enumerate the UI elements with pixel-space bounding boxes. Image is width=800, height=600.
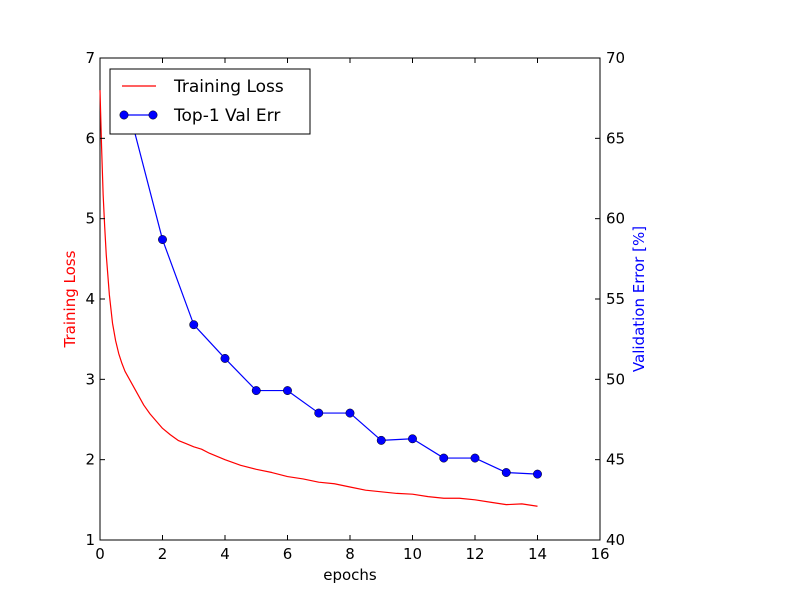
data-point-top-1-val-err — [533, 469, 542, 479]
legend-val-err-marker-right — [148, 110, 158, 120]
left-y-tick-label: 4 — [85, 290, 95, 308]
left-y-axis-label: Training Loss — [61, 250, 79, 348]
x-tick-label: 6 — [283, 545, 293, 563]
data-point-top-1-val-err — [501, 468, 511, 477]
x-tick-label: 10 — [403, 545, 422, 563]
legend-val-err-marker-left — [119, 110, 129, 120]
right-y-tick-label: 45 — [606, 451, 625, 469]
data-point-top-1-val-err — [251, 386, 261, 396]
legend-training-loss-label: Training Loss — [173, 77, 284, 97]
data-point-top-1-val-err — [470, 453, 480, 463]
left-y-tick-label: 3 — [85, 370, 95, 388]
data-point-top-1-val-err — [189, 320, 199, 330]
right-y-tick-label: 65 — [606, 129, 625, 147]
x-tick-label: 4 — [220, 545, 230, 563]
x-tick-label: 14 — [528, 545, 547, 563]
series-line-training-loss — [99, 90, 538, 507]
left-y-tick-label: 2 — [85, 451, 95, 469]
x-tick-label: 12 — [465, 545, 484, 563]
legend-box — [109, 68, 311, 135]
data-point-top-1-val-err — [408, 434, 417, 444]
data-point-top-1-val-err — [283, 386, 292, 396]
data-point-top-1-val-err — [439, 453, 449, 463]
data-point-top-1-val-err — [158, 235, 167, 245]
legend: Training Loss Top-1 Val Err — [109, 68, 311, 135]
plot-frame — [99, 57, 601, 541]
right-y-tick-label: 40 — [606, 531, 625, 549]
x-tick-label: 0 — [95, 545, 105, 563]
right-y-tick-label: 60 — [606, 210, 625, 228]
data-point-top-1-val-err — [345, 408, 355, 418]
left-y-tick-label: 7 — [85, 49, 95, 67]
left-y-tick-label: 5 — [85, 210, 95, 228]
right-y-tick-label: 50 — [606, 370, 625, 388]
x-axis-label: epochs — [323, 566, 377, 584]
x-tick-label: 8 — [345, 545, 355, 563]
series-layer — [99, 90, 542, 507]
right-y-axis-label: Validation Error [%] — [630, 226, 648, 372]
right-y-tick-label: 70 — [606, 49, 625, 67]
data-point-top-1-val-err — [314, 408, 324, 418]
right-y-tick-label: 55 — [606, 290, 625, 308]
x-tick-label: 16 — [590, 545, 609, 563]
x-tick-label: 2 — [158, 545, 168, 563]
data-point-top-1-val-err — [376, 435, 386, 445]
left-y-tick-label: 6 — [85, 129, 95, 147]
left-y-tick-label: 1 — [85, 531, 95, 549]
legend-val-err-label: Top-1 Val Err — [173, 106, 280, 126]
data-point-top-1-val-err — [220, 353, 230, 363]
series-line-top-1-val-err — [130, 118, 538, 475]
